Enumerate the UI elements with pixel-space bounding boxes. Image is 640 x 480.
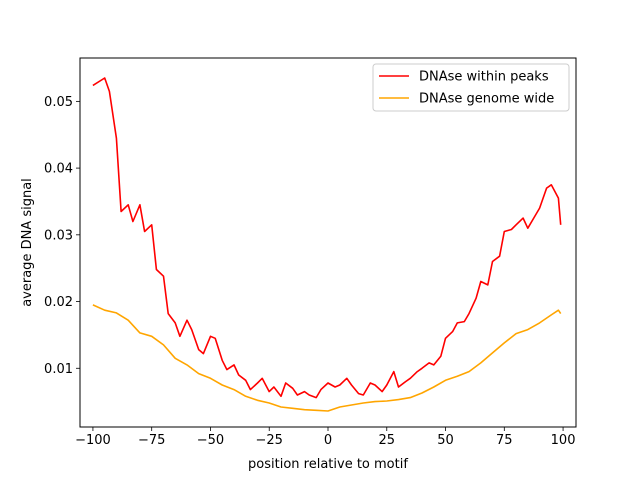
plot-area xyxy=(80,58,576,427)
y-tick-label: 0.01 xyxy=(44,362,73,377)
legend: DNAse within peaks DNAse genome wide xyxy=(372,63,570,112)
y-tick-label: 0.03 xyxy=(44,228,73,243)
x-tick-label: 50 xyxy=(437,433,454,448)
x-axis-label: position relative to motif xyxy=(248,457,408,472)
legend-label-within-peaks: DNAse within peaks xyxy=(419,70,549,85)
series-line-genome-wide xyxy=(92,304,562,412)
y-tick-label: 0.04 xyxy=(44,162,73,177)
x-tick-label: −75 xyxy=(138,433,165,448)
x-tick-label: 0 xyxy=(324,433,332,448)
axes-frame xyxy=(79,57,577,428)
series-line-within-peaks xyxy=(92,77,562,399)
x-tick-label: 75 xyxy=(496,433,513,448)
x-tick-label: −25 xyxy=(256,433,283,448)
y-tick-label: 0.02 xyxy=(44,295,73,310)
legend-label-genome-wide: DNAse genome wide xyxy=(419,92,554,107)
x-tick-label: 100 xyxy=(551,433,576,448)
x-tick-label: 25 xyxy=(378,433,395,448)
y-axis-label: average DNA signal xyxy=(20,178,35,307)
x-tick-label: −100 xyxy=(75,433,111,448)
series-layer xyxy=(92,77,562,412)
x-axis-ticks: −100 −75 −50 −25 0 25 50 75 100 xyxy=(75,427,575,448)
x-tick-label: −50 xyxy=(197,433,224,448)
y-tick-label: 0.05 xyxy=(44,95,73,110)
legend-box xyxy=(372,63,570,112)
y-axis-ticks: 0.01 0.02 0.03 0.04 0.05 xyxy=(44,95,80,377)
